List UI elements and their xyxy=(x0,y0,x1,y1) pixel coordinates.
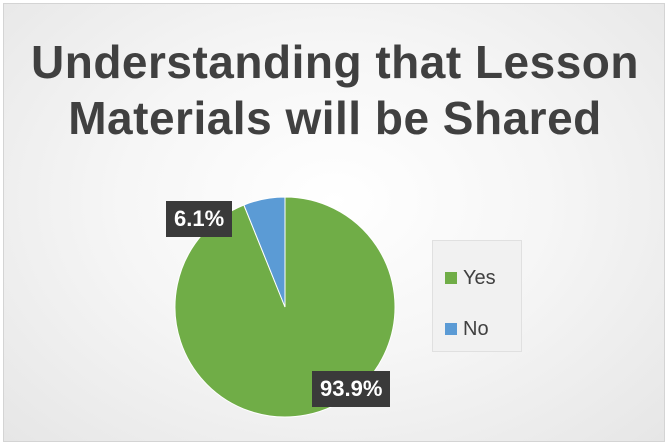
data-label-no: 6.1% xyxy=(166,201,233,237)
legend-label-no: No xyxy=(463,317,489,340)
legend-item-no: No xyxy=(445,318,489,340)
chart-title: Understanding that Lesson Materials will… xyxy=(4,34,666,146)
legend-item-yes: Yes xyxy=(445,267,496,289)
pie-plot xyxy=(174,196,396,418)
legend-label-yes: Yes xyxy=(463,266,496,289)
data-label-yes: 93.9% xyxy=(312,371,391,407)
legend: Yes No xyxy=(432,240,522,352)
chart-title-line-2: Materials will be Shared xyxy=(68,92,602,144)
chart-area: Understanding that Lesson Materials will… xyxy=(3,3,665,442)
legend-swatch-yes xyxy=(445,272,457,284)
chart-title-line-1: Understanding that Lesson xyxy=(31,36,639,88)
legend-swatch-no xyxy=(445,323,457,335)
pie-slice-no xyxy=(243,196,286,308)
